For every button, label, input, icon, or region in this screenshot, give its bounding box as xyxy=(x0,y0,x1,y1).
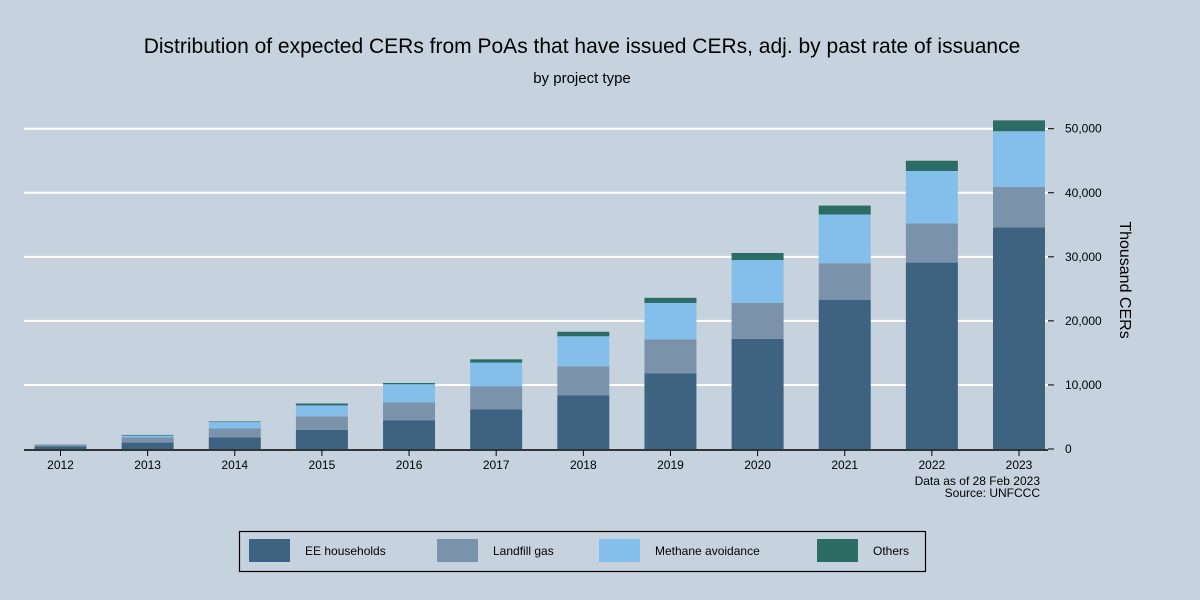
bar-segment-ee-households-2014 xyxy=(208,437,261,449)
y-tick-label: 20,000 xyxy=(1065,314,1102,328)
chart-subtitle: by project type xyxy=(533,70,631,87)
bar-segment-methane-avoidance-2015 xyxy=(295,405,348,417)
bar-segment-ee-households-2016 xyxy=(383,420,436,449)
bar-segment-methane-avoidance-2021 xyxy=(818,214,871,264)
bar-segment-landfill-gas-2013 xyxy=(121,437,174,443)
bar-segment-ee-households-2021 xyxy=(818,299,871,449)
legend-label: Methane avoidance xyxy=(655,544,760,558)
bar-segment-landfill-gas-2020 xyxy=(731,302,784,339)
x-axis: 2012 2013 2014 2015 2016 2017 2018 2019 2020 2021… xyxy=(47,450,1033,472)
y-tick-label: 10,000 xyxy=(1065,378,1102,392)
chart-title: Distribution of expected CERs from PoAs … xyxy=(144,35,1021,58)
y-tick-label: 30,000 xyxy=(1065,250,1102,264)
bar-segment-landfill-gas-2023 xyxy=(993,186,1045,228)
x-tick-label: 2022 xyxy=(919,458,946,472)
bar-segment-landfill-gas-2014 xyxy=(208,428,261,438)
bar-segment-ee-households-2019 xyxy=(644,373,697,449)
gridlines xyxy=(24,127,1048,386)
bar-segment-methane-avoidance-2017 xyxy=(470,362,523,387)
y-tick-label: 50,000 xyxy=(1065,122,1102,136)
bar-segment-methane-avoidance-2016 xyxy=(383,384,436,403)
legend-swatch xyxy=(599,539,640,562)
legend-label: Others xyxy=(873,544,909,558)
y-axis: 0 10,000 20,000 30,000 40,000 50,000 xyxy=(1048,122,1102,456)
x-tick-label: 2020 xyxy=(744,458,771,472)
bar-segment-others-2017 xyxy=(470,359,523,363)
bar-segment-methane-avoidance-2020 xyxy=(731,260,784,303)
x-tick-label: 2016 xyxy=(396,458,423,472)
bar-segment-others-2015 xyxy=(295,403,348,406)
bar-segment-others-2022 xyxy=(905,160,958,171)
legend-label: Landfill gas xyxy=(493,544,554,558)
bar-segment-ee-households-2017 xyxy=(470,409,523,449)
legend-label: EE households xyxy=(305,544,386,558)
bar-segment-landfill-gas-2019 xyxy=(644,339,697,374)
bar-segment-others-2013 xyxy=(121,434,174,436)
bar-segment-landfill-gas-2015 xyxy=(295,416,348,430)
bar-segment-methane-avoidance-2022 xyxy=(905,170,958,224)
x-tick-label: 2014 xyxy=(221,458,248,472)
bar-segment-others-2016 xyxy=(383,383,436,385)
bar-segment-others-2020 xyxy=(731,252,784,261)
y-tick-label: 40,000 xyxy=(1065,186,1102,200)
bar-segment-others-2023 xyxy=(993,120,1045,132)
legend-swatch xyxy=(817,539,858,562)
note-source: Source: UNFCCC xyxy=(945,486,1041,500)
y-axis-label: Thousand CERs xyxy=(1116,221,1133,338)
bar-segment-ee-households-2023 xyxy=(993,227,1045,449)
legend-swatch xyxy=(249,539,290,562)
bar-segment-landfill-gas-2016 xyxy=(383,402,436,421)
bar-segment-landfill-gas-2021 xyxy=(818,263,871,300)
bar-segment-others-2018 xyxy=(557,331,610,337)
bar-segment-landfill-gas-2017 xyxy=(470,386,523,410)
x-tick-label: 2023 xyxy=(1006,458,1033,472)
note-date: Data as of 28 Feb 2023 xyxy=(915,474,1041,488)
bar-segment-methane-avoidance-2023 xyxy=(993,131,1045,187)
y-tick-label: 0 xyxy=(1065,442,1072,456)
bars xyxy=(34,120,1045,449)
x-tick-label: 2015 xyxy=(309,458,336,472)
bar-segment-ee-households-2018 xyxy=(557,395,610,449)
bar-segment-methane-avoidance-2014 xyxy=(208,422,261,429)
x-tick-label: 2019 xyxy=(657,458,684,472)
legend-swatch xyxy=(437,539,478,562)
legend-box xyxy=(238,530,927,573)
x-tick-label: 2013 xyxy=(134,458,161,472)
legend: EE households Landfill gas Methane avoidan… xyxy=(238,530,927,573)
bar-segment-methane-avoidance-2013 xyxy=(121,435,174,438)
bar-segment-ee-households-2022 xyxy=(905,262,958,449)
x-tick-label: 2018 xyxy=(570,458,597,472)
x-tick-label: 2017 xyxy=(483,458,510,472)
bar-segment-others-2014 xyxy=(208,421,261,423)
bar-segment-methane-avoidance-2019 xyxy=(644,302,697,340)
bar-segment-others-2021 xyxy=(818,205,871,215)
bar-segment-ee-households-2013 xyxy=(121,442,174,449)
bar-segment-others-2019 xyxy=(644,297,697,303)
bar-segment-landfill-gas-2018 xyxy=(557,366,610,396)
x-tick-label: 2012 xyxy=(47,458,74,472)
bar-segment-ee-households-2020 xyxy=(731,338,784,449)
bar-segment-ee-households-2015 xyxy=(295,429,348,449)
x-tick-label: 2021 xyxy=(831,458,858,472)
bar-segment-ee-households-2012 xyxy=(34,446,87,449)
bar-segment-methane-avoidance-2018 xyxy=(557,336,610,367)
bar-segment-landfill-gas-2012 xyxy=(34,444,87,447)
bar-segment-landfill-gas-2022 xyxy=(905,223,958,263)
